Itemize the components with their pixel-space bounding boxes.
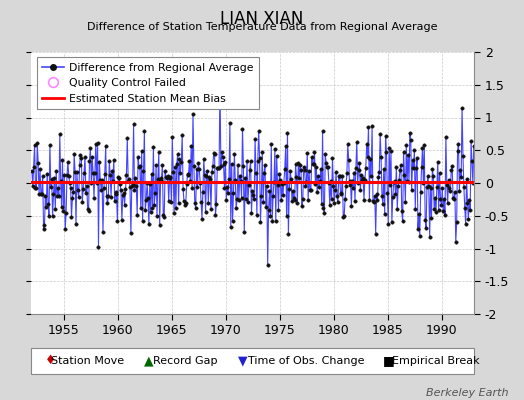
Text: ♦: ♦ xyxy=(45,354,56,368)
Text: ▲: ▲ xyxy=(144,354,154,368)
Text: Empirical Break: Empirical Break xyxy=(392,356,479,366)
Text: ▼: ▼ xyxy=(238,354,248,368)
Text: ■: ■ xyxy=(383,354,394,368)
Legend: Difference from Regional Average, Quality Control Failed, Estimated Station Mean: Difference from Regional Average, Qualit… xyxy=(37,58,259,109)
Text: Record Gap: Record Gap xyxy=(153,356,217,366)
Text: Time of Obs. Change: Time of Obs. Change xyxy=(248,356,364,366)
Y-axis label: Monthly Temperature Anomaly Difference (°C): Monthly Temperature Anomaly Difference (… xyxy=(523,54,524,312)
Text: Station Move: Station Move xyxy=(51,356,125,366)
Text: Berkeley Earth: Berkeley Earth xyxy=(426,388,508,398)
Text: Difference of Station Temperature Data from Regional Average: Difference of Station Temperature Data f… xyxy=(87,22,437,32)
Text: LIAN XIAN: LIAN XIAN xyxy=(220,10,304,28)
